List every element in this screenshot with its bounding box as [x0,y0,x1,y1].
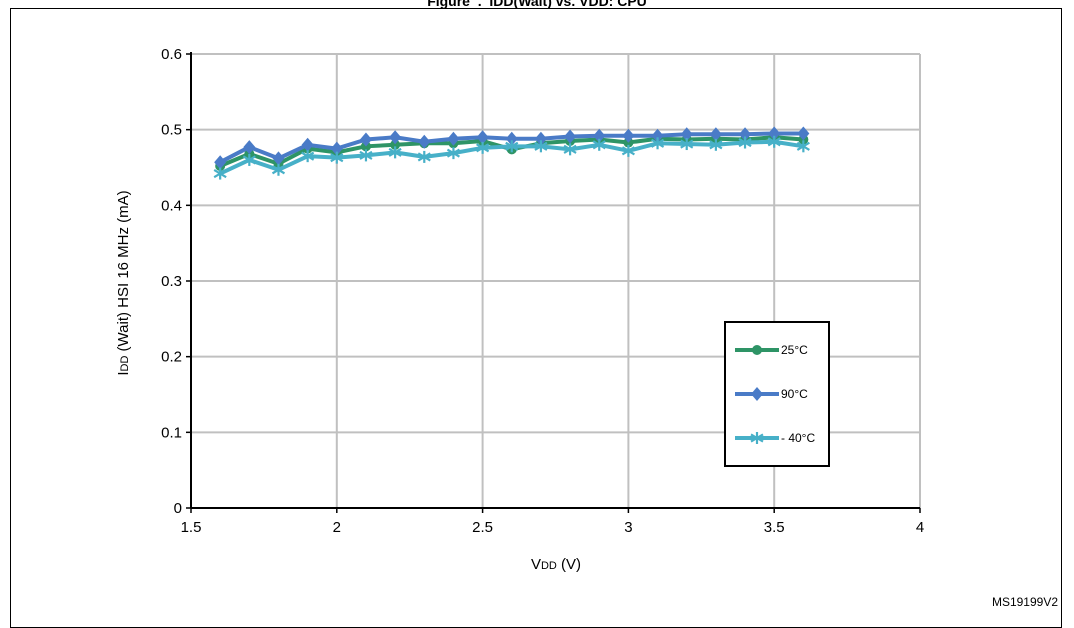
data-point [796,140,810,153]
data-point [417,150,431,163]
data-point [767,135,781,148]
data-point [272,151,285,166]
x-axis-label-main: V [531,556,541,573]
data-point [592,138,606,151]
data-point [390,139,401,150]
x-tick-label: 1.5 [181,519,202,536]
data-point [418,134,431,149]
legend-label: 25°C [781,343,808,357]
data-point [359,132,372,147]
data-point [680,138,694,151]
y-axis-label-sub: DD [119,356,131,372]
data-point [534,131,547,146]
data-point [476,141,490,154]
legend-swatch-marker [752,345,762,355]
legend-label: 90°C [781,387,808,401]
y-tick-label: 0 [174,500,182,517]
series-layer [213,126,810,180]
data-point [622,128,635,143]
series-2 [213,135,810,180]
y-tick-label: 0.3 [161,273,182,290]
data-point [214,155,227,170]
figure-title-strip: Figure . IDD(Wait) vs. VDD: CPU [0,0,1074,8]
y-axis-label: IDD (Wait) HSI 16 MHz (mA) [115,190,132,375]
data-point [389,130,402,145]
data-point [563,143,577,156]
data-point [650,137,665,150]
data-point [243,140,256,155]
data-point [738,136,752,149]
x-tick-label: 3 [624,519,632,536]
data-point [301,137,314,152]
x-axis-label-rest: (V) [557,556,581,573]
data-point [505,140,519,153]
figure-id: MS19199V2 [991,595,1058,609]
axis-layer: 0 0.1 0.2 0.3 0.4 0.5 0.6 1.5 2 2.5 3 3.5 4 [161,46,924,536]
data-point [709,138,723,151]
data-point [505,131,518,146]
data-point [476,130,489,145]
data-point [388,146,402,159]
data-point [242,153,256,166]
x-axis-label: VDD (V) [531,556,581,573]
x-tick-label: 2.5 [472,519,493,536]
y-tick-label: 0.4 [161,197,182,214]
x-tick-label: 4 [916,519,924,536]
data-point [680,127,693,142]
x-tick-label: 2 [333,519,341,536]
data-point [359,149,373,162]
y-tick-label: 0.1 [161,424,182,441]
data-point [797,126,810,141]
legend-swatch-marker [750,432,764,444]
legend: 25°C 90°C - 40°C [724,321,830,467]
data-point [213,167,227,180]
y-axis-label-rest: (Wait) HSI 16 MHz (mA) [115,190,132,355]
legend-label: - 40°C [781,431,815,445]
data-point [330,151,344,164]
data-point [651,128,664,143]
y-tick-label: 0.5 [161,122,182,139]
x-axis-label-sub: DD [541,560,557,572]
series-1 [214,126,810,170]
data-point [446,147,461,160]
line-chart: 0 0.1 0.2 0.3 0.4 0.5 0.6 1.5 2 2.5 3 3.5 4 25°C 90°C… [115,46,924,573]
data-point [534,140,548,153]
figure-title: Figure . IDD(Wait) vs. VDD: CPU [427,0,647,8]
y-tick-label: 0.2 [161,349,182,366]
y-tick-label: 0.6 [161,46,182,63]
data-point [621,144,635,157]
data-point [709,127,722,142]
data-point [768,126,781,141]
data-point [564,129,577,144]
data-point [447,131,460,146]
legend-swatch-marker [751,387,763,401]
data-point [330,141,343,156]
data-point [271,163,286,176]
y-axis-label-main: I [115,372,132,376]
data-point [593,128,606,143]
data-point [301,150,315,163]
data-point [739,127,752,142]
x-tick-label: 3.5 [764,519,785,536]
